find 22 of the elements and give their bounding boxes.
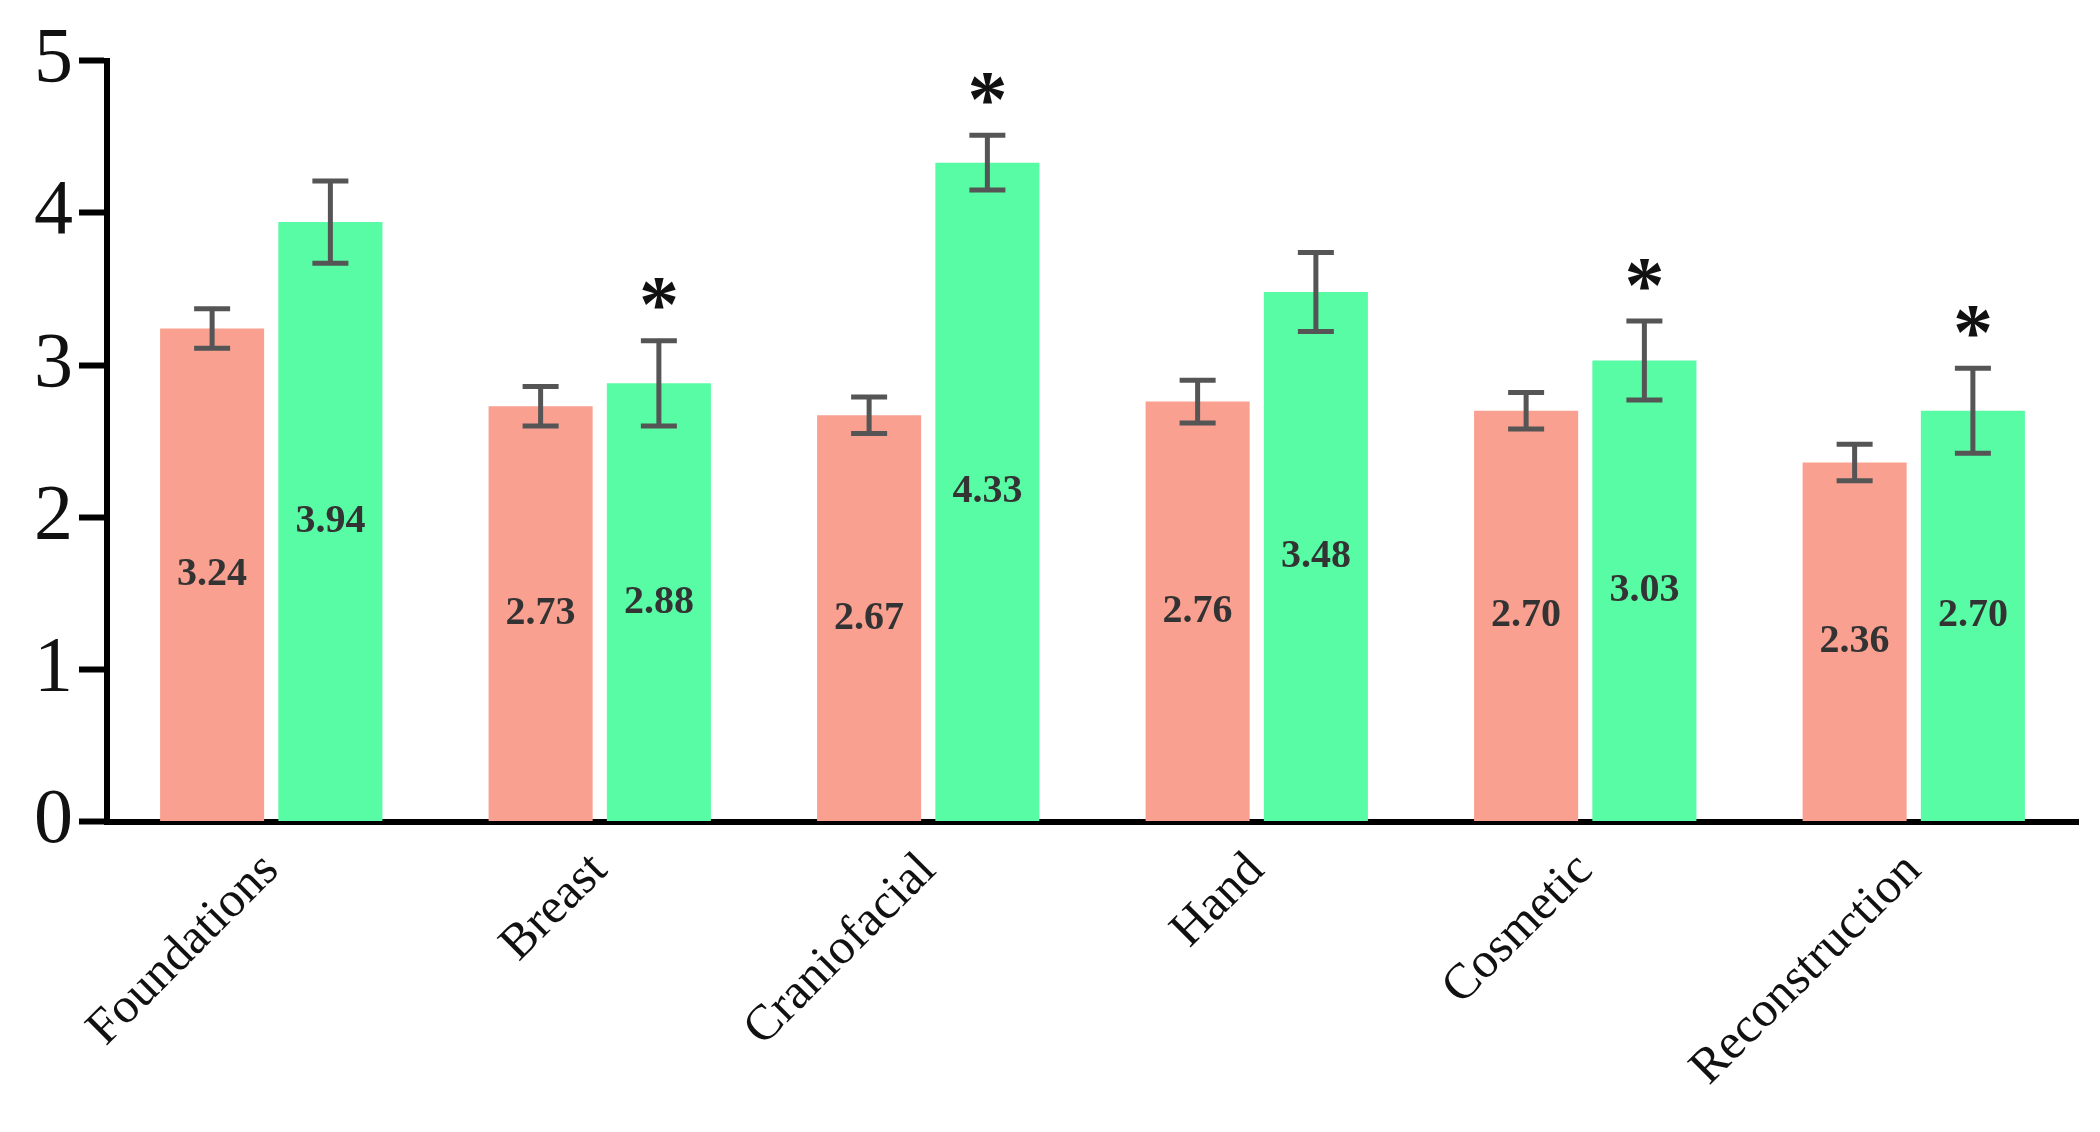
- y-tick-label: 3: [34, 315, 73, 403]
- data-label: 2.67: [834, 592, 905, 638]
- y-tick-label: 4: [34, 163, 73, 251]
- y-tick-label: 0: [34, 772, 73, 860]
- annotation: *: [1952, 287, 1993, 376]
- data-label: 2.73: [505, 588, 576, 634]
- y-tick-label: 1: [34, 619, 73, 707]
- data-label: 3.24: [177, 549, 248, 595]
- y-tick-label: 2: [34, 467, 73, 555]
- annotation: *: [967, 55, 1008, 144]
- annotation: *: [1624, 240, 1665, 329]
- data-label: 3.03: [1609, 565, 1680, 611]
- data-label: 2.36: [1819, 616, 1890, 662]
- data-label: 2.70: [1491, 590, 1562, 636]
- data-label: 3.48: [1280, 531, 1351, 577]
- data-label: 2.88: [623, 576, 694, 622]
- data-label: 2.70: [1937, 590, 2008, 636]
- data-label: 4.33: [952, 466, 1023, 512]
- data-label: 2.76: [1162, 585, 1233, 631]
- y-tick-label: 5: [34, 11, 73, 99]
- annotation: *: [638, 260, 679, 349]
- data-label: 3.94: [295, 496, 366, 542]
